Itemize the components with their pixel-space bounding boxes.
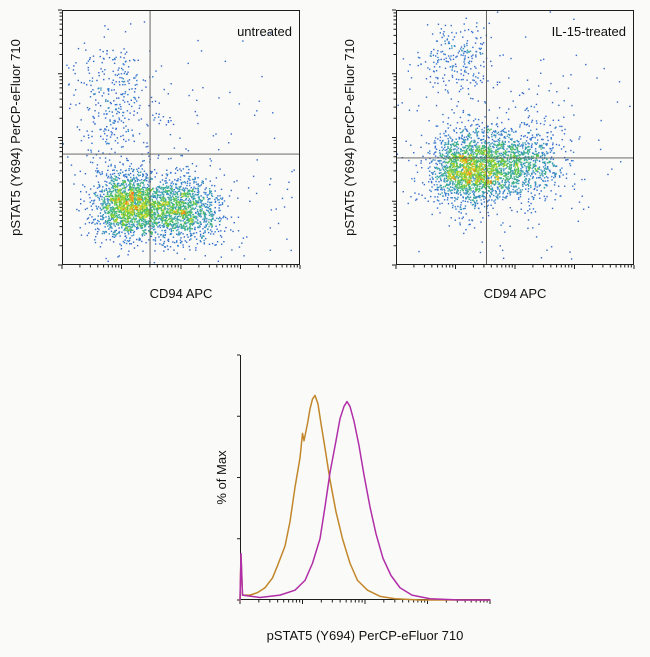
plot-title-il15-treated: IL-15-treated: [551, 24, 626, 39]
y-axis-label-histogram: % of Max: [214, 450, 229, 505]
plot-title-untreated: untreated: [237, 24, 292, 39]
x-axis-label-untreated: CD94 APC: [149, 286, 213, 301]
histogram-canvas-pstat5: [230, 353, 492, 609]
dotplot-canvas-il15-treated: [386, 9, 636, 277]
y-axis-label-untreated: pSTAT5 (Y694) PerCP-eFluor 710: [8, 39, 23, 236]
dotplot-canvas-untreated: [52, 9, 302, 277]
x-axis-label-histogram: pSTAT5 (Y694) PerCP-eFluor 710: [266, 628, 464, 643]
y-axis-label-il15-treated: pSTAT5 (Y694) PerCP-eFluor 710: [342, 39, 357, 236]
x-axis-label-il15-treated: CD94 APC: [483, 286, 547, 301]
